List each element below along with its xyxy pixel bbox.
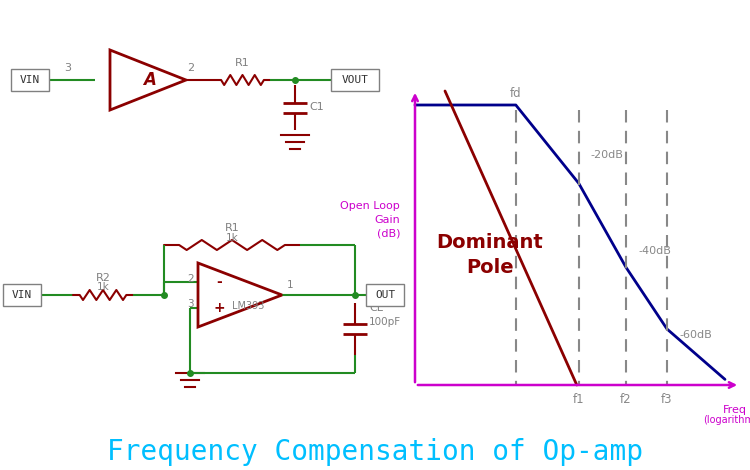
FancyBboxPatch shape xyxy=(366,284,404,306)
Text: A: A xyxy=(143,71,157,89)
FancyBboxPatch shape xyxy=(3,284,41,306)
Text: 2: 2 xyxy=(188,274,194,284)
Text: CL: CL xyxy=(369,303,383,313)
Text: 3: 3 xyxy=(64,63,71,73)
Text: -20dB: -20dB xyxy=(591,150,624,160)
Text: R2: R2 xyxy=(95,273,110,283)
Text: Frequency Compensation of Op-amp: Frequency Compensation of Op-amp xyxy=(107,438,643,466)
Text: 1: 1 xyxy=(287,280,294,290)
FancyBboxPatch shape xyxy=(331,69,379,91)
Text: f1: f1 xyxy=(573,393,584,406)
Text: 1k: 1k xyxy=(97,282,109,292)
Text: Dominant
Pole: Dominant Pole xyxy=(436,233,543,277)
Text: 1k: 1k xyxy=(226,233,238,243)
FancyBboxPatch shape xyxy=(11,69,49,91)
Text: Open Loop
Gain
(dB): Open Loop Gain (dB) xyxy=(340,201,400,239)
Text: (logarithmic): (logarithmic) xyxy=(704,415,750,425)
Text: 3: 3 xyxy=(188,299,194,309)
Text: +: + xyxy=(213,301,225,315)
Text: R1: R1 xyxy=(236,58,250,68)
Text: R1: R1 xyxy=(225,223,239,233)
Text: LM393: LM393 xyxy=(232,301,264,311)
Text: 100pF: 100pF xyxy=(369,317,401,327)
Text: 2: 2 xyxy=(188,63,194,73)
Text: VOUT: VOUT xyxy=(341,75,368,85)
Text: f2: f2 xyxy=(620,393,632,406)
Text: C1: C1 xyxy=(309,102,324,111)
Text: Freq: Freq xyxy=(723,405,747,415)
Text: fd: fd xyxy=(510,87,521,100)
Text: VIN: VIN xyxy=(12,290,32,300)
Text: -: - xyxy=(216,275,222,289)
Text: OUT: OUT xyxy=(375,290,395,300)
Text: VIN: VIN xyxy=(20,75,40,85)
Text: -60dB: -60dB xyxy=(679,329,712,340)
Text: f3: f3 xyxy=(662,393,673,406)
Text: -40dB: -40dB xyxy=(638,246,671,256)
